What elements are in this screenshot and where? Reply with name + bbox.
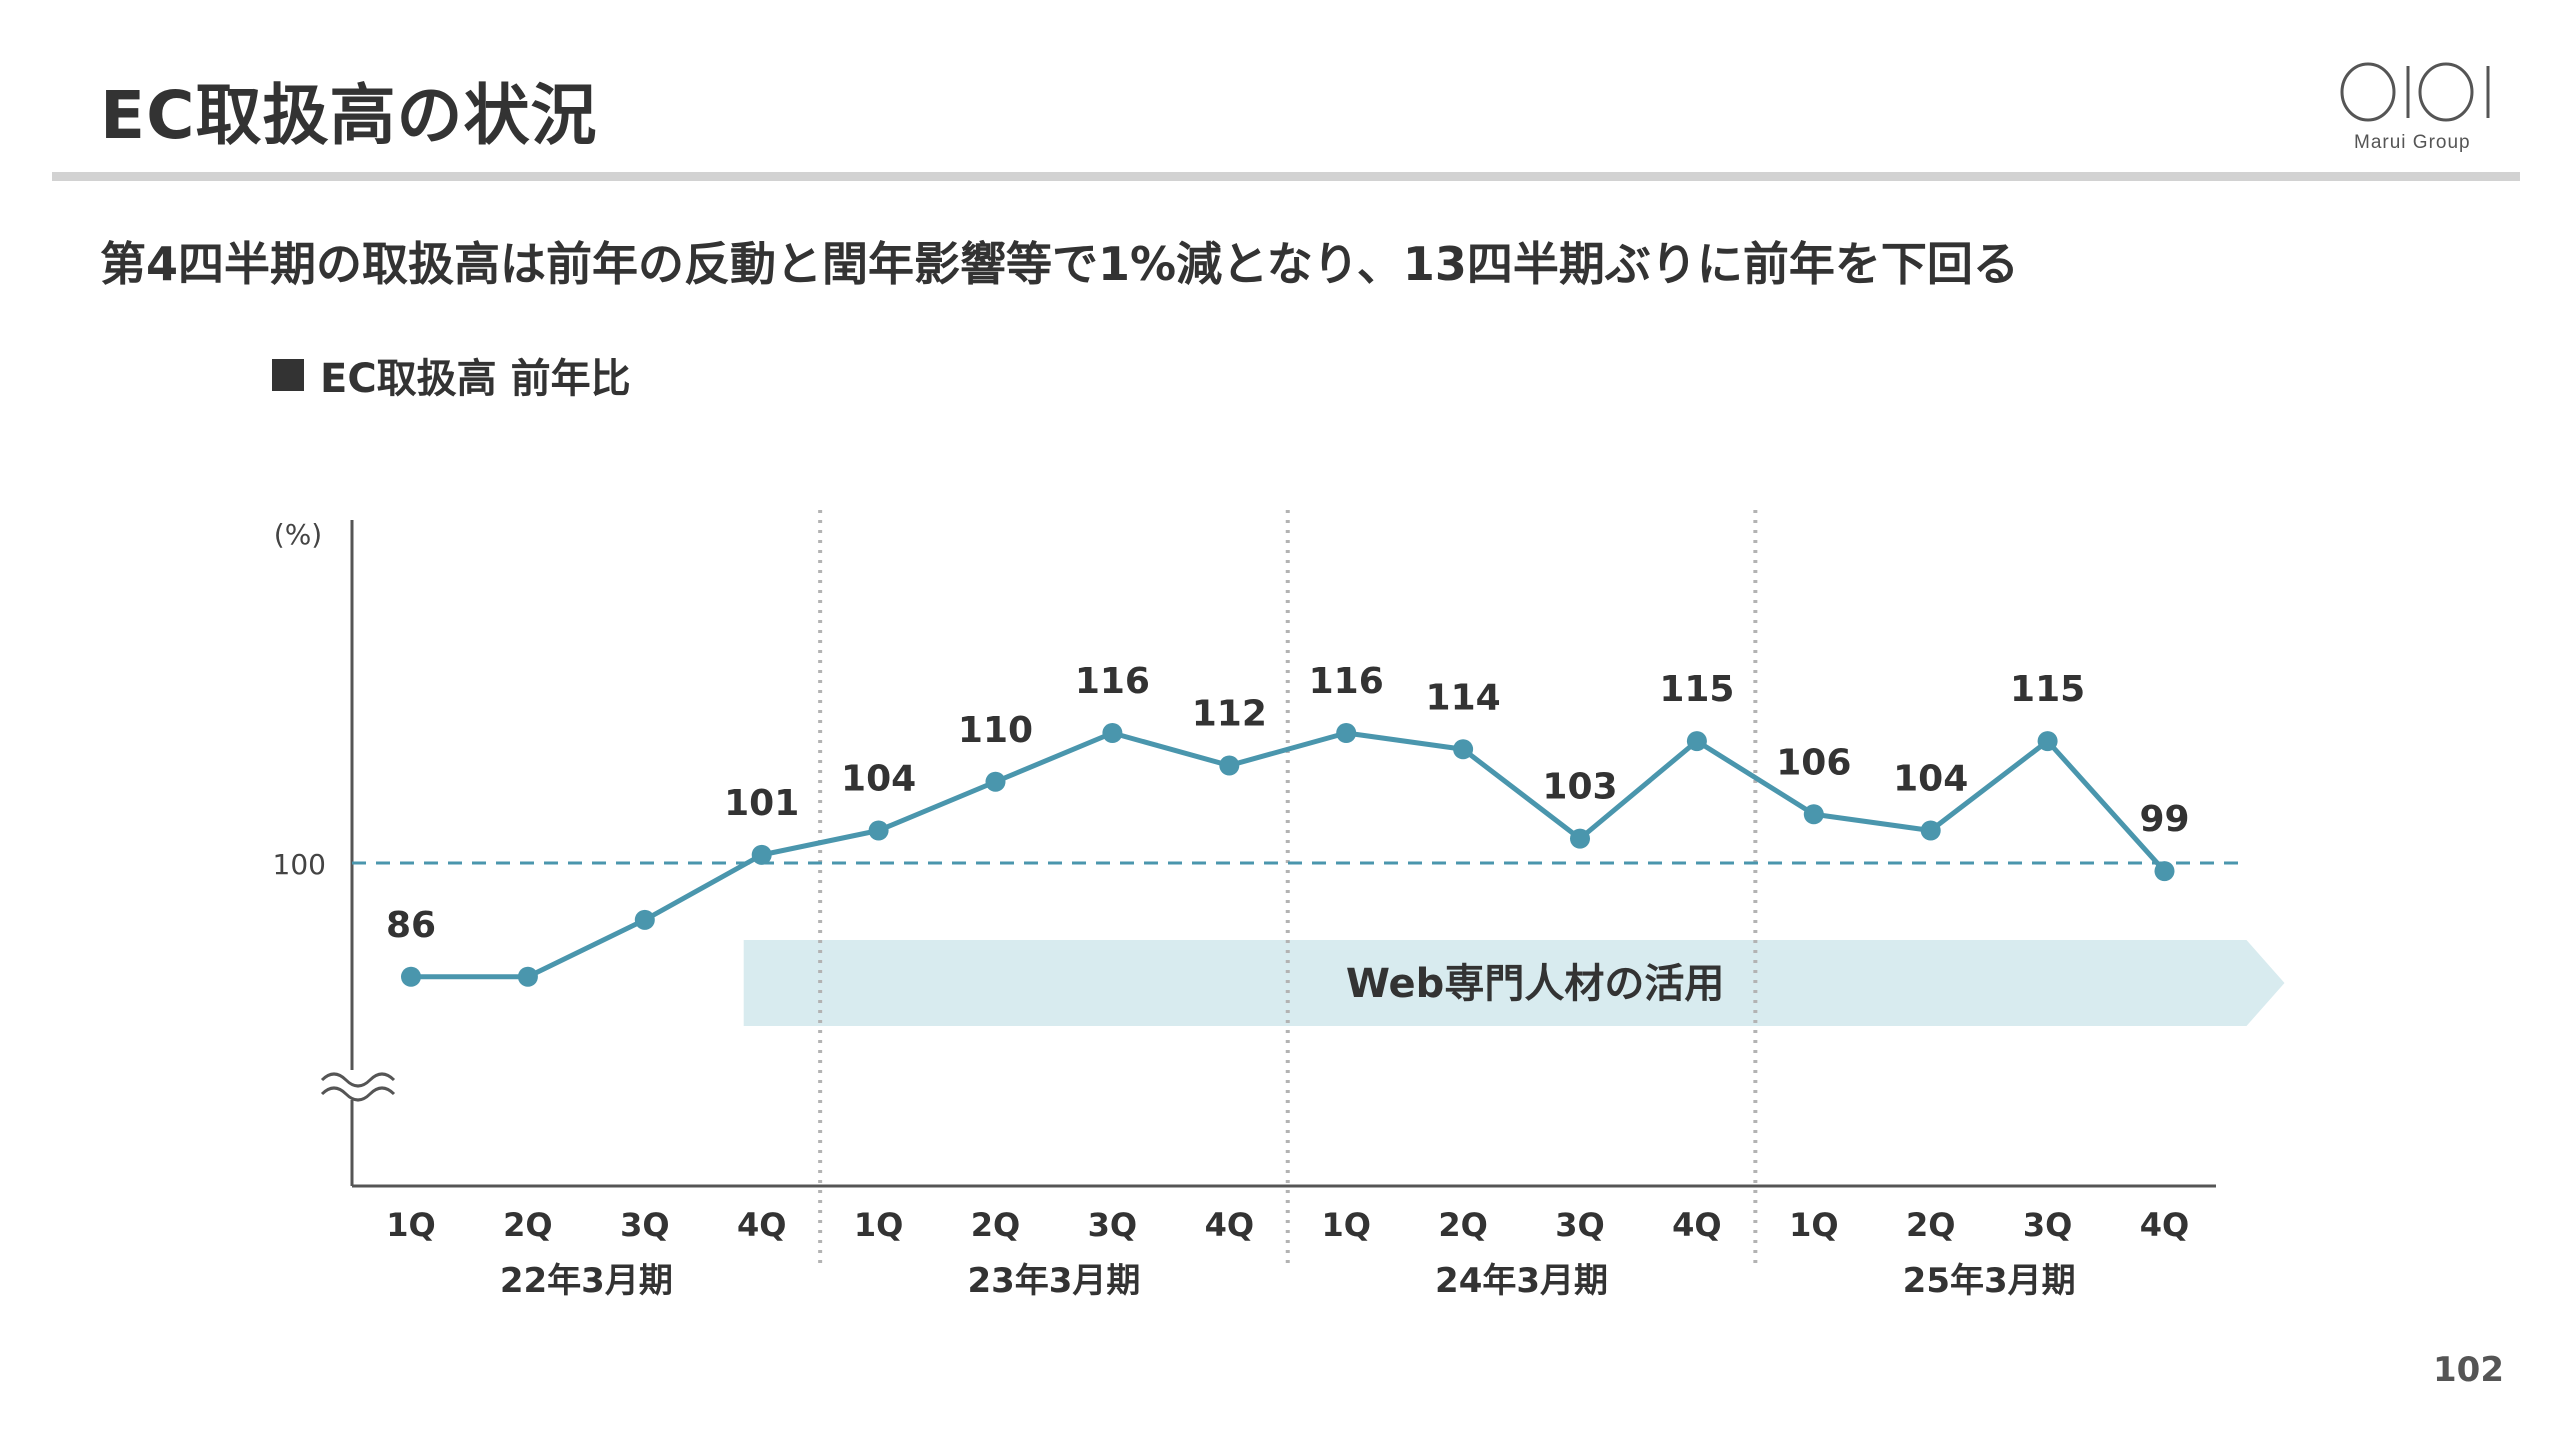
data-point: [1920, 820, 1941, 841]
data-label: 104: [1893, 759, 1968, 800]
data-point: [1686, 731, 1707, 752]
axis-break-wave: [320, 1072, 396, 1088]
y-tick-label: 100: [273, 848, 326, 881]
x-tick-label: 4Q: [737, 1206, 786, 1244]
data-point: [1453, 739, 1474, 760]
page-number: 102: [2433, 1350, 2504, 1390]
x-tick-label: 1Q: [386, 1206, 435, 1244]
data-point: [868, 820, 889, 841]
annotation-arrow-band: [743, 940, 2285, 1026]
data-point: [985, 771, 1006, 792]
data-point: [1102, 723, 1123, 743]
legend-swatch: [272, 359, 304, 391]
data-point: [1219, 755, 1240, 776]
company-logo: Marui Group: [2336, 60, 2526, 160]
data-point: [634, 909, 655, 930]
data-label: 106: [1776, 742, 1851, 783]
x-tick-label: 1Q: [1321, 1206, 1370, 1244]
slide-subtitle: 第4四半期の取扱高は前年の反動と閏年影響等で1%減となり、13四半期ぶりに前年を…: [100, 237, 2019, 291]
data-point: [1336, 723, 1357, 743]
data-label: 103: [1542, 767, 1617, 808]
x-tick-label: 2Q: [1438, 1206, 1487, 1244]
data-label: 115: [1659, 669, 1734, 710]
data-label: 86: [386, 905, 436, 946]
x-tick-label: 1Q: [854, 1206, 903, 1244]
data-label: 104: [841, 759, 916, 800]
fiscal-year-label: 24年3月期: [1435, 1261, 1608, 1301]
data-point: [2037, 731, 2058, 752]
x-tick-label: 4Q: [1205, 1206, 1254, 1244]
fiscal-year-label: 25年3月期: [1903, 1261, 2076, 1301]
data-point: [517, 966, 538, 987]
data-point: [2154, 861, 2175, 882]
fiscal-year-label: 22年3月期: [500, 1261, 673, 1301]
x-tick-label: 2Q: [971, 1206, 1020, 1244]
x-tick-label: 2Q: [1906, 1206, 1955, 1244]
legend-label: EC取扱高 前年比: [320, 356, 631, 402]
marui-logo-mark: [2340, 62, 2490, 122]
x-tick-label: 2Q: [503, 1206, 552, 1244]
title-divider: [52, 172, 2520, 181]
data-point: [1803, 804, 1824, 825]
data-point: [401, 966, 421, 987]
series-line: [411, 730, 2167, 980]
logo-text: Marui Group: [2354, 132, 2471, 153]
y-axis-unit-label: (%): [274, 518, 322, 551]
fiscal-year-label: 23年3月期: [967, 1261, 1140, 1301]
data-label: 114: [1426, 677, 1501, 718]
x-tick-label: 3Q: [1088, 1206, 1137, 1244]
data-label: 110: [958, 710, 1033, 751]
data-label: 101: [724, 783, 799, 824]
x-tick-label: 4Q: [2140, 1206, 2189, 1244]
data-label: 116: [1309, 661, 1384, 702]
data-label: 99: [2139, 799, 2189, 840]
axis-break-wave: [320, 1086, 396, 1102]
x-tick-label: 3Q: [2023, 1206, 2072, 1244]
data-label: 112: [1192, 694, 1267, 735]
chart-legend: EC取扱高 前年比: [272, 350, 631, 402]
data-label: 115: [2010, 669, 2085, 710]
annotation-label: Web専門人材の活用: [1346, 961, 1724, 1007]
x-tick-label: 1Q: [1789, 1206, 1838, 1244]
x-tick-label: 3Q: [620, 1206, 669, 1244]
data-label: 116: [1075, 661, 1150, 702]
x-tick-label: 4Q: [1672, 1206, 1721, 1244]
x-tick-label: 3Q: [1555, 1206, 1604, 1244]
data-point: [751, 844, 772, 865]
data-point: [1570, 828, 1590, 849]
page-title: EC取扱高の状況: [100, 77, 598, 154]
